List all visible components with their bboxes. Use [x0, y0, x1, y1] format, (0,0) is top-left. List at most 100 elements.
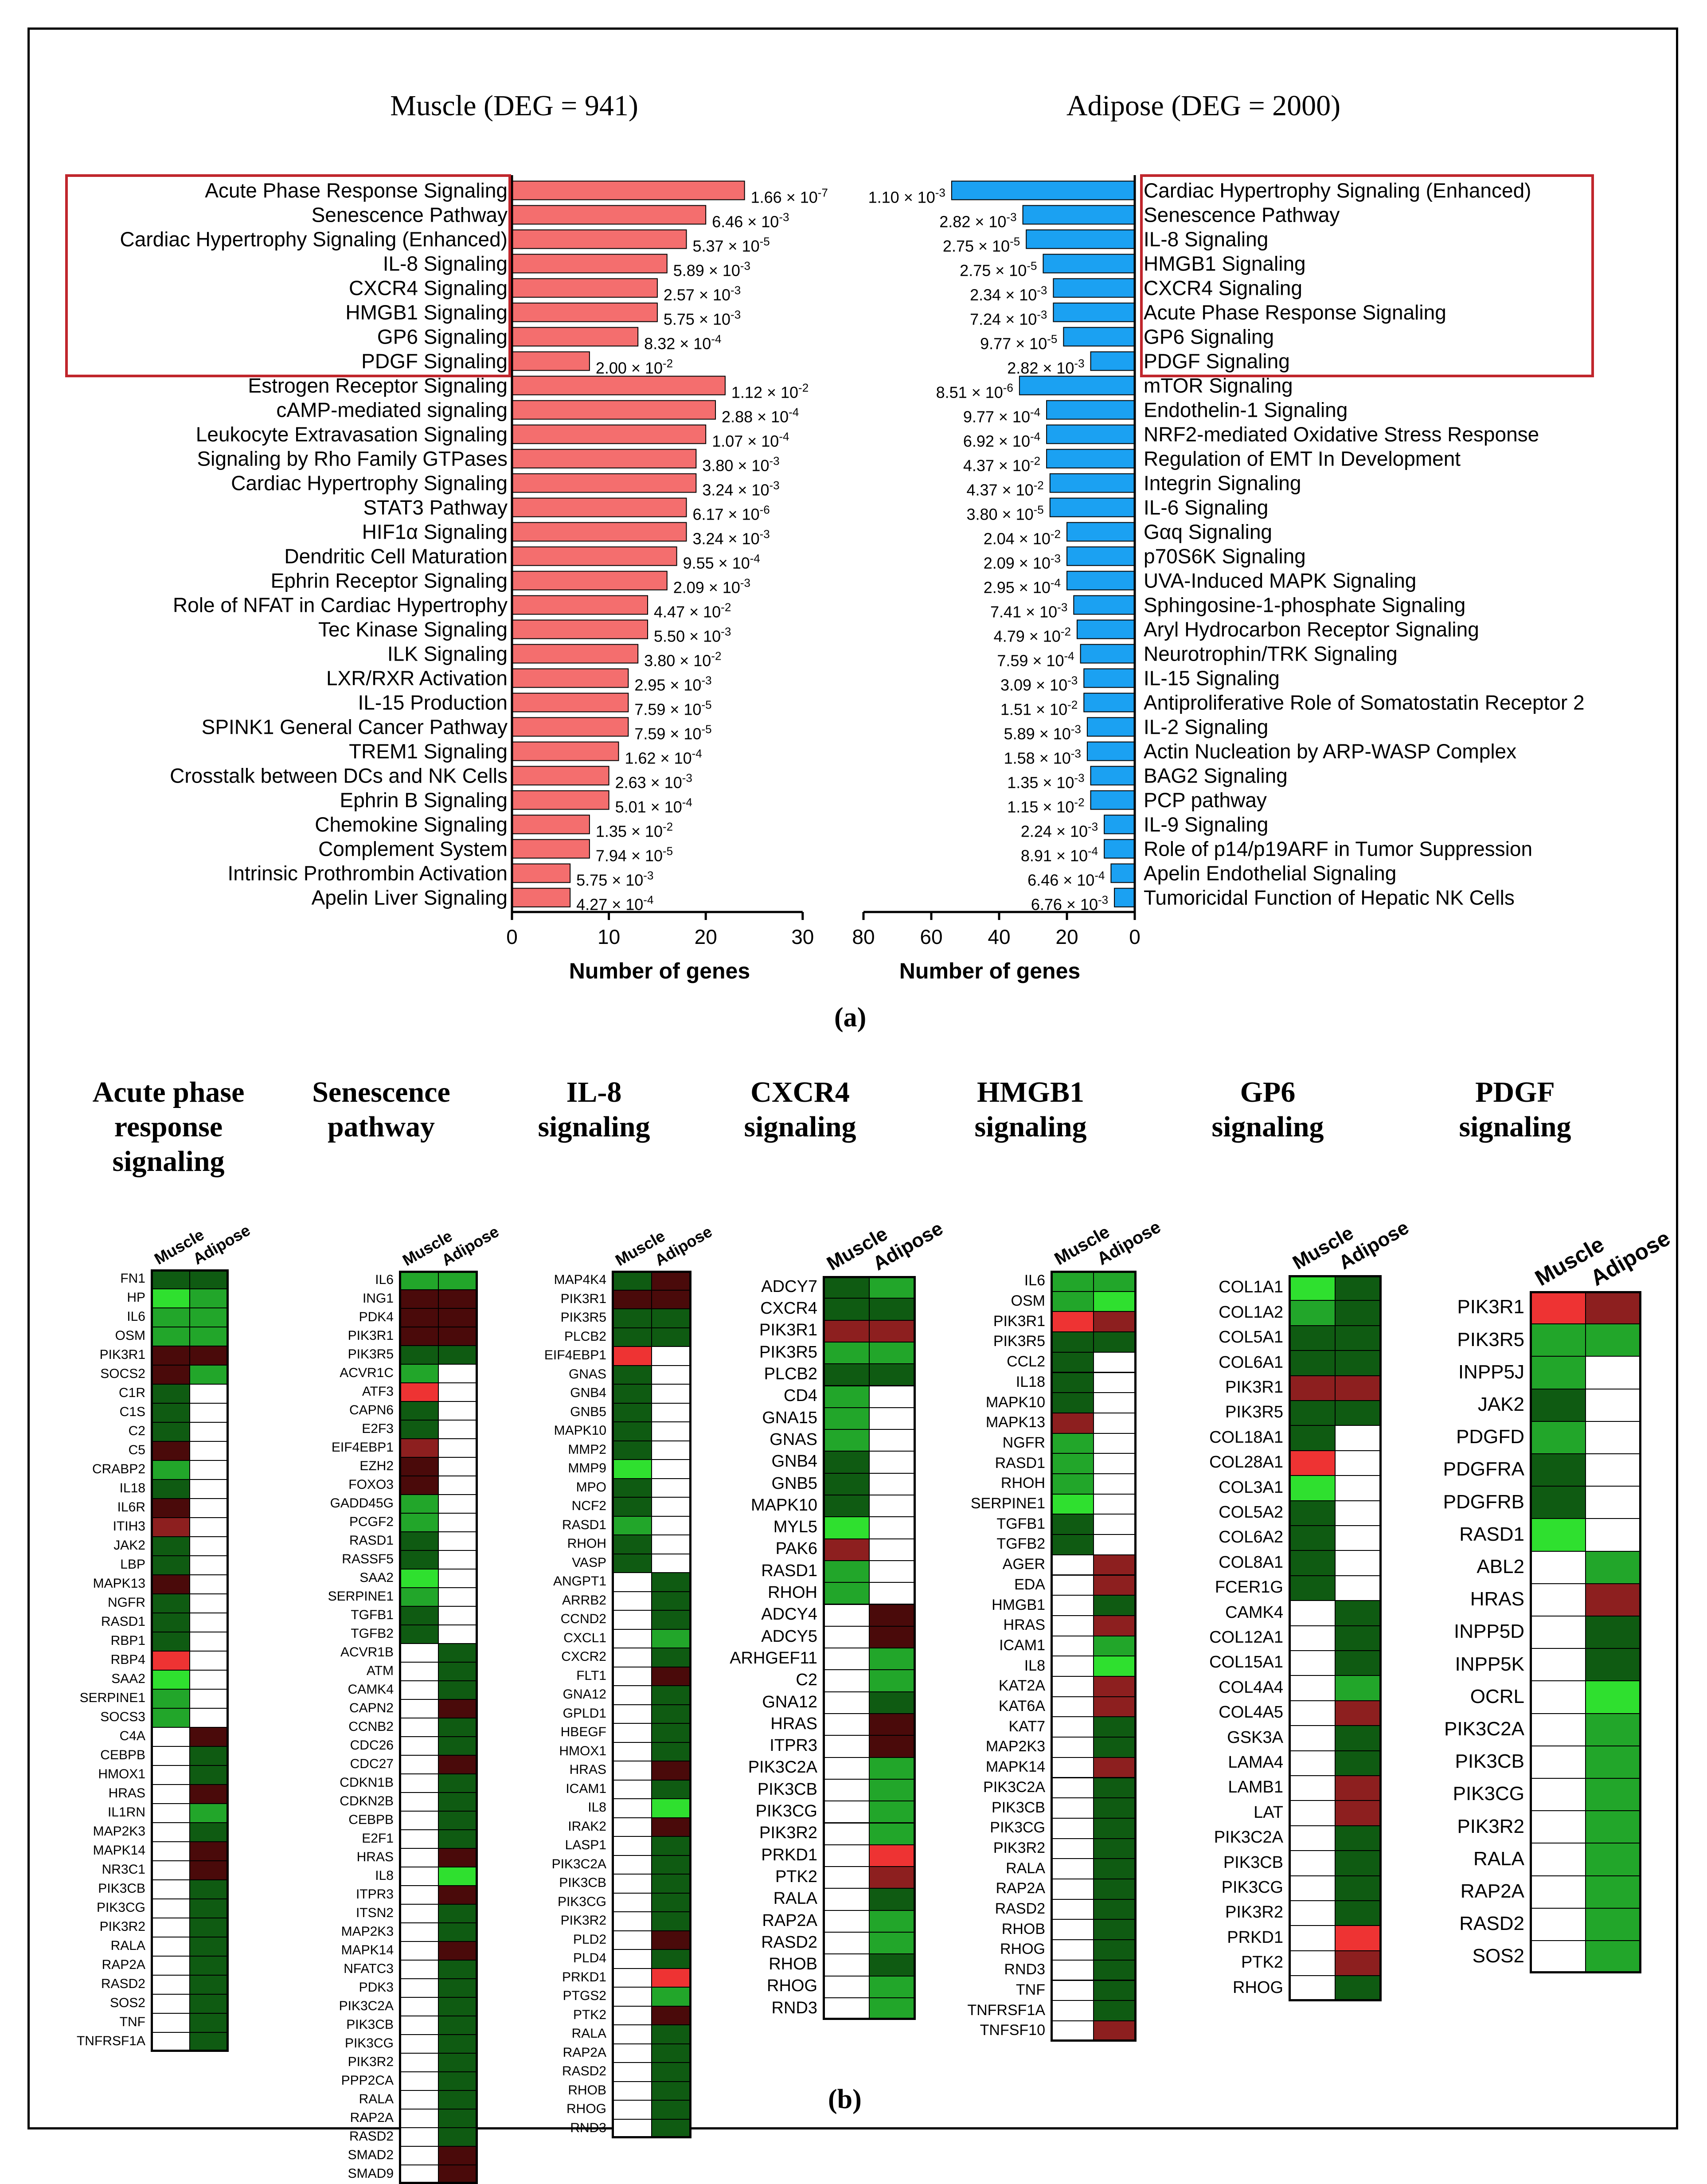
heatmap-cell: [869, 1844, 916, 1867]
heatmap-gene-label: SAA2: [111, 1671, 145, 1687]
heatmap-gene-label: CXCR4: [760, 1299, 817, 1318]
heatmap-cell: [1585, 1843, 1641, 1876]
muscle-category-label: Acute Phase Response Signaling: [205, 179, 508, 202]
heatmap-gene-label: GNB4: [771, 1452, 817, 1471]
heatmap-cell: [189, 1765, 229, 1785]
heatmap-gene-label: PIK3CB: [98, 1881, 145, 1896]
muscle-pvalue-label: 3.24 × 10-3: [702, 479, 779, 499]
heatmap-gene-label: AGER: [1002, 1556, 1045, 1573]
heatmap-gene-label: PIK3R1: [99, 1347, 145, 1362]
heatmap-gene-label: COL12A1: [1209, 1628, 1283, 1647]
heatmap-cell: [651, 1892, 691, 1912]
adipose-bar: [1083, 668, 1135, 688]
heatmap-gene-label: NFATC3: [344, 1961, 394, 1976]
heatmap-gene-label: COL6A1: [1219, 1353, 1283, 1372]
heatmap-title-il8: signaling: [538, 1111, 650, 1143]
heatmap-gene-label: ITPR3: [770, 1736, 817, 1755]
heatmap-gene-label: KAT2A: [998, 1677, 1045, 1695]
heatmap-gene-label: PIK3CB: [1455, 1750, 1524, 1773]
heatmap-gene-label: PIK3CG: [1221, 1878, 1283, 1897]
heatmap-cell: [151, 1422, 190, 1442]
adipose-category-label: Neurotrophin/TRK Signaling: [1144, 642, 1398, 665]
heatmap-cell: [189, 1498, 229, 1518]
heatmap-border: [612, 1271, 691, 2138]
heatmap-gene-label: E2F3: [362, 1421, 394, 1436]
heatmap-gene-label: ADCY7: [761, 1277, 817, 1296]
heatmap-gene-label: CEBPB: [100, 1748, 145, 1763]
muscle-pvalue-label: 5.50 × 10-3: [654, 625, 731, 646]
adipose-bar: [1063, 327, 1136, 347]
muscle-bar: [512, 351, 590, 371]
heatmap-cell: [869, 1625, 916, 1649]
heatmap-cell: [399, 1904, 439, 1923]
heatmap-gene-label: RHOH: [567, 1536, 606, 1551]
muscle-bar: [512, 888, 571, 908]
heatmap-title-hmgb1: HMGB1: [977, 1076, 1084, 1108]
muscle-pvalue-label: 2.88 × 10-4: [722, 406, 799, 426]
heatmap-cell: [151, 1994, 190, 2014]
muscle-x-tick-label: 30: [791, 925, 814, 948]
heatmap-gene-label: C4A: [119, 1729, 145, 1744]
muscle-pvalue-label: 9.55 × 10-4: [683, 552, 760, 572]
heatmap-cell: [651, 2118, 691, 2138]
heatmap-cell: [612, 2062, 652, 2082]
muscle-bar: [512, 644, 639, 664]
heatmap-gene-label: HBEGF: [560, 1725, 606, 1739]
adipose-bar: [1083, 693, 1135, 712]
heatmap-gene-label: RND3: [570, 2120, 606, 2135]
adipose-highlight-box: [1140, 174, 1594, 377]
adipose-pvalue-label: 8.51 × 10-6: [936, 381, 1013, 402]
muscle-category-label: HMGB1 Signaling: [345, 301, 508, 324]
muscle-pvalue-label: 2.09 × 10-3: [673, 576, 750, 597]
heatmap-gene-label: OCRL: [1470, 1685, 1524, 1707]
heatmap-gene-label: SMAD9: [348, 2166, 394, 2181]
heatmap-gene-label: IL8: [1024, 1657, 1045, 1674]
heatmap-cell: [612, 1421, 652, 1441]
heatmap-cell: [651, 1666, 691, 1686]
heatmap-cell: [612, 1365, 652, 1385]
adipose-bar: [1086, 741, 1135, 761]
heatmap-gene-label: GNAS: [770, 1430, 817, 1449]
adipose-x-tick-label: 20: [1055, 925, 1078, 948]
heatmap-cell: [1289, 1800, 1336, 1826]
muscle-category-label: GP6 Signaling: [377, 325, 508, 348]
heatmap-gene-label: ATF3: [362, 1384, 394, 1399]
heatmap-gene-label: CXCL1: [563, 1630, 606, 1645]
adipose-bar: [1053, 278, 1135, 298]
adipose-category-label: mTOR Signaling: [1144, 374, 1293, 397]
heatmap-cell: [438, 1550, 478, 1570]
adipose-category-label: IL-2 Signaling: [1144, 716, 1268, 739]
heatmap-gene-label: MAPK10: [554, 1423, 606, 1438]
heatmap-gene-label: CXCR2: [561, 1649, 606, 1664]
heatmap-gene-label: PIK3R2: [560, 1913, 606, 1928]
heatmap-cell: [1585, 1875, 1641, 1909]
heatmap-cell: [189, 2032, 229, 2052]
adipose-category-label: PCP pathway: [1144, 789, 1267, 812]
heatmap-gene-label: PIK3R2: [348, 2054, 394, 2069]
adipose-pvalue-label: 3.80 × 10-5: [966, 503, 1043, 524]
muscle-category-label: Tec Kinase Signaling: [318, 618, 508, 641]
adipose-pvalue-label: 8.91 × 10-4: [1021, 845, 1098, 865]
heatmap-cell: [1093, 1737, 1137, 1758]
heatmap-gene-label: HRAS: [770, 1714, 817, 1733]
heatmap-cell: [1530, 1388, 1586, 1422]
heatmap-gene-label: PIK3C2A: [551, 1856, 606, 1871]
adipose-pvalue-label: 4.79 × 10-2: [994, 625, 1071, 646]
adipose-category-label: GP6 Signaling: [1144, 325, 1274, 348]
heatmap-cell: [1289, 1550, 1336, 1576]
heatmap-gene-label: HRAS: [569, 1762, 606, 1777]
heatmap-cell: [189, 1632, 229, 1652]
muscle-category-label: Signaling by Rho Family GTPases: [197, 447, 508, 470]
heatmap-cell: [438, 2109, 478, 2128]
adipose-pvalue-label: 7.59 × 10-4: [997, 650, 1074, 670]
heatmap-gene-label: IL8: [588, 1800, 606, 1815]
heatmap-gene-label: CDKN1B: [340, 1775, 394, 1790]
heatmap-gene-label: RAP2A: [102, 1957, 145, 1973]
heatmap-cell: [1051, 1534, 1094, 1555]
heatmap-cell: [1093, 1291, 1137, 1312]
adipose-bar: [1090, 790, 1136, 810]
muscle-pvalue-label: 5.75 × 10-3: [576, 869, 653, 889]
heatmap-gene-label: PIK3CB: [992, 1799, 1045, 1816]
heatmap-cell: [1051, 1959, 1094, 1981]
adipose-category-label: Antiproliferative Role of Somatostatin R…: [1144, 691, 1585, 714]
